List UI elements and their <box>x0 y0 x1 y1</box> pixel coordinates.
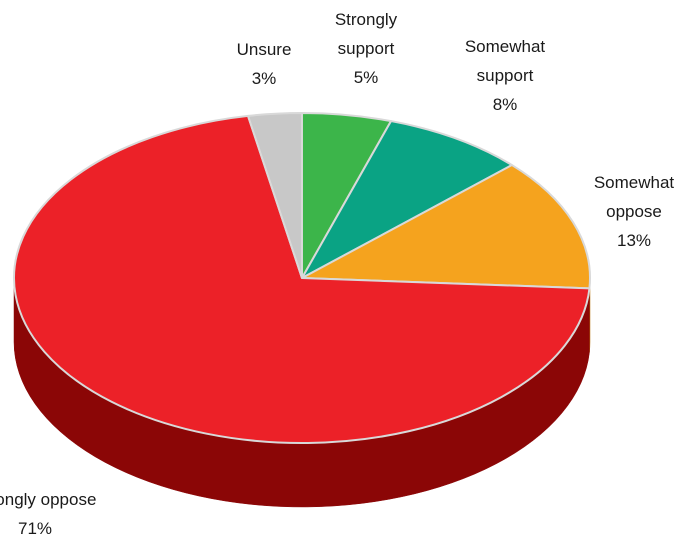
slice-label-unsure: Unsure 3% <box>237 40 292 88</box>
slice-category-text: oppose <box>606 202 662 221</box>
slice-category-text: support <box>477 66 534 85</box>
slice-label-somewhat-oppose: Somewhat oppose 13% <box>594 173 675 250</box>
slice-category-text: Strongly <box>335 10 398 29</box>
pie-slice-unsure <box>247 112 303 279</box>
pie-slices <box>13 112 591 444</box>
slice-category-text: Somewhat <box>465 37 546 56</box>
slice-category-text: Strongly oppose <box>0 490 96 509</box>
pie-labels: Strongly support 5%Somewhat support 8%Somewh… <box>0 10 674 538</box>
slice-category-text: Unsure <box>237 40 292 59</box>
slice-value-text: 5% <box>354 68 379 87</box>
pie-slice-strongly-oppose <box>13 114 591 444</box>
slice-label-strongly-oppose: Strongly oppose 71% <box>0 490 96 538</box>
slice-value-text: 13% <box>617 231 651 250</box>
slice-label-strongly-support: Strongly support 5% <box>335 10 398 87</box>
pie-slice-somewhat-oppose <box>301 164 591 290</box>
pie-slice-somewhat-support <box>301 120 513 279</box>
slice-label-somewhat-support: Somewhat support 8% <box>465 37 546 114</box>
slice-value-text: 3% <box>252 69 277 88</box>
slice-value-text: 71% <box>18 519 52 538</box>
slice-category-text: Somewhat <box>594 173 675 192</box>
slice-category-text: support <box>338 39 395 58</box>
slice-value-text: 8% <box>493 95 518 114</box>
